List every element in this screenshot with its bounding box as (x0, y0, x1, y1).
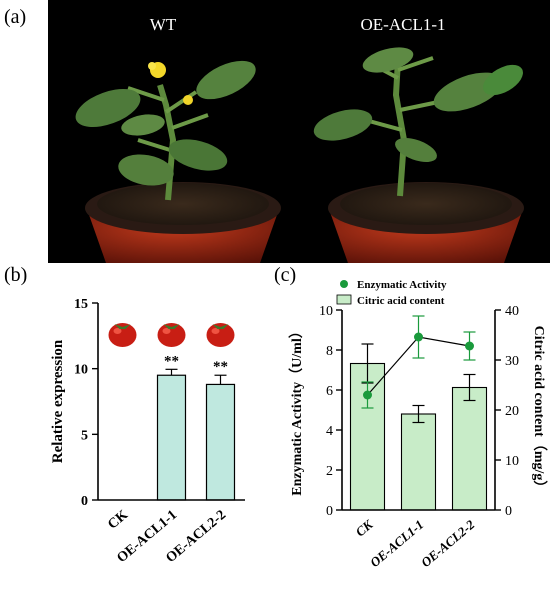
x-tick-label: CK (105, 508, 131, 533)
right-tick-label: 40 (505, 304, 519, 319)
tomato-body (157, 323, 186, 347)
bar (156, 374, 187, 501)
legend-swatch-citric (336, 294, 352, 305)
tomato-calyx (212, 324, 229, 329)
tomato-calyx (114, 324, 131, 329)
y-tick-label: 15 (74, 297, 88, 312)
photo-label-oe: OE-ACL1-1 (361, 15, 446, 34)
left-tick-label: 2 (326, 464, 333, 479)
left-tick-label: 10 (319, 304, 333, 319)
x-tick-label: OE-ACL2-2 (418, 516, 478, 570)
tomato-icon (157, 323, 186, 347)
bar (205, 383, 236, 501)
tomato-highlight (113, 328, 122, 334)
photo-label-wt: WT (150, 15, 177, 34)
significance-mark: ** (213, 359, 228, 375)
left-axis-title: Enzymatic Activity（U/ml） (289, 324, 305, 495)
right-axis-title: Citric acid content（mg/g） (531, 326, 547, 495)
wt-plant (75, 60, 281, 263)
y-tick-label: 5 (81, 428, 88, 443)
panel-label-a: (a) (4, 6, 27, 28)
tomato-highlight (211, 328, 220, 334)
chart-enzymatic-citric: 0 2 4 6 8 10 0 10 20 30 40 Enzymatic Activity（U/ml… (289, 279, 547, 570)
right-tick-label: 10 (505, 454, 519, 469)
x-tick-label: OE-ACL1-1 (367, 517, 426, 570)
oe-plant (313, 47, 524, 263)
citric-bar (400, 413, 437, 511)
enzymatic-point (465, 341, 474, 351)
significance-mark: ** (164, 353, 179, 369)
left-tick-label: 8 (326, 344, 333, 359)
tomato-highlight (162, 328, 171, 334)
y-axis-title: Relative expression (50, 339, 66, 463)
panel-label-c: (c) (274, 264, 297, 286)
legend-label-citric: Citric acid content (357, 295, 445, 307)
y-tick-label: 10 (74, 363, 88, 378)
right-tick-label: 30 (505, 354, 519, 369)
right-tick-label: 20 (505, 404, 519, 419)
citric-bar (451, 386, 488, 511)
panel-label-b: (b) (4, 264, 28, 286)
tomato-icon (108, 323, 137, 347)
tomato-body (206, 323, 235, 347)
tomato-body (108, 323, 137, 347)
y-tick-label: 0 (81, 494, 88, 509)
left-tick-label: 0 (326, 504, 333, 519)
tomato-icon (206, 323, 235, 347)
x-tick-label: CK (353, 516, 377, 539)
left-tick-label: 4 (326, 424, 333, 439)
left-tick-label: 6 (326, 384, 333, 399)
legend-label-enzymatic: Enzymatic Activity (357, 279, 447, 291)
legend-marker-enzymatic (340, 280, 348, 288)
right-tick-label: 0 (505, 504, 512, 519)
enzymatic-point (414, 332, 423, 342)
enzymatic-point (363, 390, 372, 400)
tomato-calyx (163, 324, 180, 329)
plant-photo: WT OE-ACL1-1 (48, 0, 550, 263)
